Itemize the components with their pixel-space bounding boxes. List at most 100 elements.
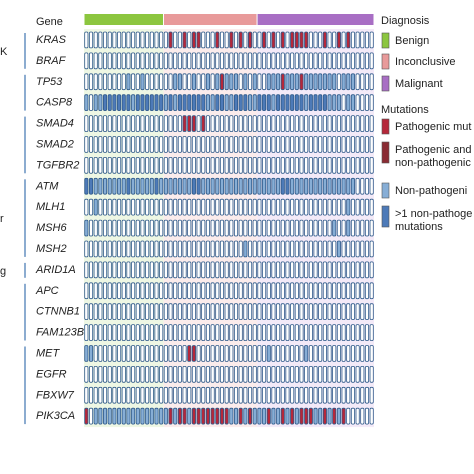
cell-mlh1-31 xyxy=(229,198,234,216)
cell-tp53-11 xyxy=(135,73,140,91)
cell-smad4-2 xyxy=(93,115,98,132)
cell-fam123b-19 xyxy=(173,324,178,341)
cell-pik3ca-33 xyxy=(238,407,243,425)
cell-kras-24 xyxy=(196,31,201,49)
cell-ctnnb1-37 xyxy=(257,303,262,321)
cell-casp8-11 xyxy=(135,94,140,111)
cell-casp8-22 xyxy=(187,94,192,111)
cell-egfr-40 xyxy=(271,365,276,383)
cell-atm-44 xyxy=(290,177,295,195)
cell-msh2-34 xyxy=(243,240,248,258)
cell-atm-30 xyxy=(224,177,229,195)
cell-smad2-27 xyxy=(210,136,215,153)
cell-tp53-53 xyxy=(332,73,337,91)
cell-casp8-39 xyxy=(266,94,271,111)
cell-msh2-23 xyxy=(191,240,196,258)
cell-kras-37 xyxy=(257,31,262,49)
cell-kras-61 xyxy=(369,31,374,49)
cell-braf-54 xyxy=(336,52,341,70)
cell-tp53-8 xyxy=(121,73,126,91)
cell-apc-60 xyxy=(364,282,370,300)
cell-msh2-15 xyxy=(154,240,159,258)
cell-smad4-14 xyxy=(149,115,154,132)
cell-kras-19 xyxy=(173,31,178,49)
cell-braf-12 xyxy=(140,52,145,70)
cell-apc-43 xyxy=(285,282,290,300)
cell-casp8-40 xyxy=(271,94,276,111)
cell-ctnnb1-34 xyxy=(243,303,248,321)
cell-tgfbr2-17 xyxy=(163,156,168,174)
cell-casp8-9 xyxy=(126,94,131,111)
cell-fam123b-12 xyxy=(140,324,145,341)
cell-fbxw7-52 xyxy=(327,386,332,404)
cell-pik3ca-11 xyxy=(135,407,140,425)
cell-ctnnb1-51 xyxy=(322,303,327,321)
cell-met-55 xyxy=(341,345,346,362)
cell-msh6-30 xyxy=(224,219,229,237)
cell-tgfbr2-57 xyxy=(350,156,355,174)
cell-ctnnb1-50 xyxy=(318,303,323,321)
cell-braf-43 xyxy=(285,52,290,70)
cell-casp8-6 xyxy=(112,94,117,111)
legend-label-mutation-0-0: Pathogenic mut xyxy=(395,121,471,133)
gene-label-msh6: MSH6 xyxy=(36,222,67,234)
cell-fbxw7-41 xyxy=(276,386,281,404)
cell-arid1a-28 xyxy=(215,261,220,279)
cell-ctnnb1-30 xyxy=(224,303,229,321)
cell-casp8-54 xyxy=(336,94,341,111)
cell-mlh1-35 xyxy=(248,198,253,216)
cell-msh2-37 xyxy=(257,240,262,258)
cell-met-19 xyxy=(173,345,178,362)
cell-egfr-52 xyxy=(327,365,332,383)
cell-pik3ca-14 xyxy=(149,407,154,425)
cell-smad2-9 xyxy=(126,136,131,153)
cell-tp53-57 xyxy=(350,73,355,91)
cell-smad4-9 xyxy=(126,115,131,132)
cell-atm-42 xyxy=(280,177,285,195)
cell-casp8-30 xyxy=(224,94,229,111)
cell-msh2-27 xyxy=(210,240,215,258)
cell-tgfbr2-60 xyxy=(364,156,370,174)
cell-tgfbr2-33 xyxy=(238,156,243,174)
gene-label-braf: BRAF xyxy=(36,55,67,67)
cell-casp8-12 xyxy=(140,94,145,111)
cell-ctnnb1-59 xyxy=(360,303,365,321)
cell-egfr-47 xyxy=(304,365,309,383)
cell-tgfbr2-37 xyxy=(257,156,262,174)
cell-egfr-20 xyxy=(177,365,182,383)
cell-msh2-25 xyxy=(201,240,206,258)
legend-swatch-malignant xyxy=(381,75,390,92)
cell-fam123b-42 xyxy=(280,324,285,341)
cell-mlh1-55 xyxy=(341,198,346,216)
cell-atm-29 xyxy=(219,177,225,195)
cell-smad2-47 xyxy=(304,136,309,153)
cell-fam123b-16 xyxy=(159,324,164,341)
cell-casp8-15 xyxy=(154,94,159,111)
cell-pik3ca-12 xyxy=(140,407,145,425)
cell-apc-36 xyxy=(252,282,257,300)
legend-label-malignant: Malignant xyxy=(395,78,443,90)
cell-fam123b-57 xyxy=(350,324,355,341)
cell-egfr-36 xyxy=(252,365,257,383)
cell-casp8-49 xyxy=(313,94,318,111)
cell-msh6-44 xyxy=(290,219,295,237)
cell-pik3ca-29 xyxy=(219,407,225,425)
cell-egfr-49 xyxy=(313,365,318,383)
cell-apc-34 xyxy=(243,282,248,300)
cell-tp53-59 xyxy=(360,73,365,91)
cell-fbxw7-58 xyxy=(355,386,360,404)
cell-tp53-19 xyxy=(173,73,178,91)
cell-atm-22 xyxy=(187,177,192,195)
cell-msh6-20 xyxy=(177,219,182,237)
cell-smad4-16 xyxy=(159,115,164,132)
cell-mlh1-24 xyxy=(196,198,201,216)
band-inconclusive xyxy=(163,29,258,428)
cell-atm-37 xyxy=(257,177,262,195)
cell-msh6-11 xyxy=(135,219,140,237)
cell-mlh1-38 xyxy=(262,198,267,216)
cell-apc-57 xyxy=(350,282,355,300)
cell-fbxw7-42 xyxy=(280,386,285,404)
cell-egfr-7 xyxy=(117,365,122,383)
cell-smad2-35 xyxy=(248,136,253,153)
cell-apc-51 xyxy=(322,282,327,300)
